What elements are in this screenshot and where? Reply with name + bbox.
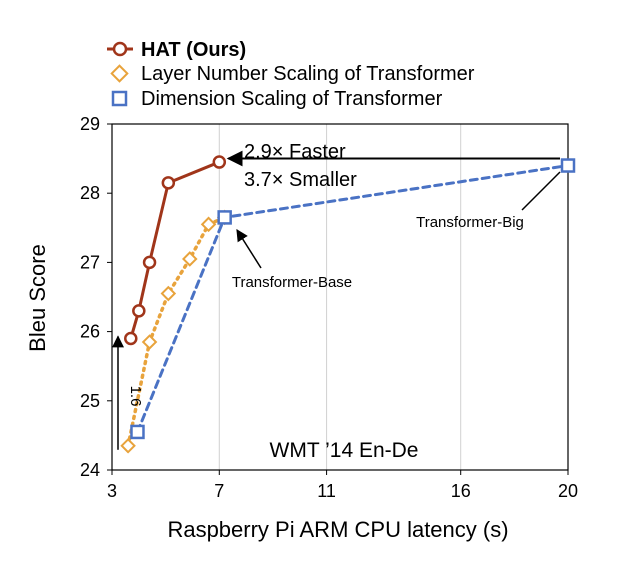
x-tick-label: 7 bbox=[214, 481, 224, 501]
data-point bbox=[161, 176, 176, 190]
legend-entry-layer-scaling: Layer Number Scaling of Transformer bbox=[110, 63, 475, 85]
data-point bbox=[212, 155, 227, 169]
data-point bbox=[200, 216, 217, 233]
x-axis-title: Raspberry Pi ARM CPU latency (s) bbox=[167, 517, 508, 542]
y-axis-title: Bleu Score bbox=[25, 244, 50, 352]
dataset-label: WMT ’14 En-De bbox=[270, 439, 419, 462]
legend-dimension-marker bbox=[111, 90, 128, 107]
data-point bbox=[560, 158, 576, 173]
series-layer bbox=[120, 155, 576, 454]
transformer-base-label: Transformer-Base bbox=[232, 274, 352, 291]
faster-label: 2.9× Faster bbox=[244, 141, 346, 163]
x-tick-label: 16 bbox=[451, 481, 471, 501]
legend-entry-dimension-scaling: Dimension Scaling of Transformer bbox=[111, 88, 443, 110]
x-tick-label: 20 bbox=[558, 481, 578, 501]
y-tick-label: 27 bbox=[80, 252, 100, 272]
legend: HAT (Ours) Layer Number Scaling of Trans… bbox=[107, 39, 475, 110]
transformer-big-pointer bbox=[521, 171, 561, 211]
data-point bbox=[120, 438, 136, 454]
legend-dimension-label: Dimension Scaling of Transformer bbox=[141, 88, 443, 110]
data-point bbox=[142, 255, 157, 270]
y-tick-label: 28 bbox=[80, 183, 100, 203]
x-axis-ticks: 3 7 11 16 20 bbox=[107, 470, 578, 501]
plot-frame bbox=[111, 123, 569, 471]
series-0 bbox=[124, 155, 227, 346]
transformer-base-pointer bbox=[236, 228, 262, 269]
series-line bbox=[135, 164, 570, 434]
data-point bbox=[182, 251, 198, 267]
x-tick-label: 11 bbox=[317, 481, 336, 501]
legend-entry-hat: HAT (Ours) bbox=[107, 39, 246, 61]
bleu-gap-label: 1.6 bbox=[127, 386, 144, 407]
data-point bbox=[130, 424, 145, 440]
data-point bbox=[141, 334, 158, 350]
data-point bbox=[217, 210, 232, 225]
y-tick-label: 26 bbox=[80, 322, 100, 342]
x-tick-label: 3 bbox=[107, 481, 117, 501]
y-tick-label: 25 bbox=[80, 391, 100, 411]
y-axis-ticks: 24 25 26 27 28 29 bbox=[80, 114, 112, 480]
data-point bbox=[124, 331, 138, 346]
annotations: 2.9× Faster 3.7× Smaller Transformer-Big… bbox=[112, 141, 561, 462]
y-tick-label: 29 bbox=[80, 114, 100, 134]
data-point bbox=[160, 285, 177, 302]
y-tick-label: 24 bbox=[80, 460, 100, 480]
data-point bbox=[132, 304, 146, 318]
transformer-big-label: Transformer-Big bbox=[416, 214, 524, 231]
smaller-label: 3.7× Smaller bbox=[244, 169, 357, 191]
legend-layer-marker bbox=[110, 64, 129, 83]
series-1 bbox=[120, 209, 233, 454]
legend-hat-marker bbox=[112, 41, 128, 57]
series-2 bbox=[130, 158, 576, 440]
legend-hat-label: HAT (Ours) bbox=[141, 39, 246, 61]
legend-layer-label: Layer Number Scaling of Transformer bbox=[141, 63, 475, 85]
